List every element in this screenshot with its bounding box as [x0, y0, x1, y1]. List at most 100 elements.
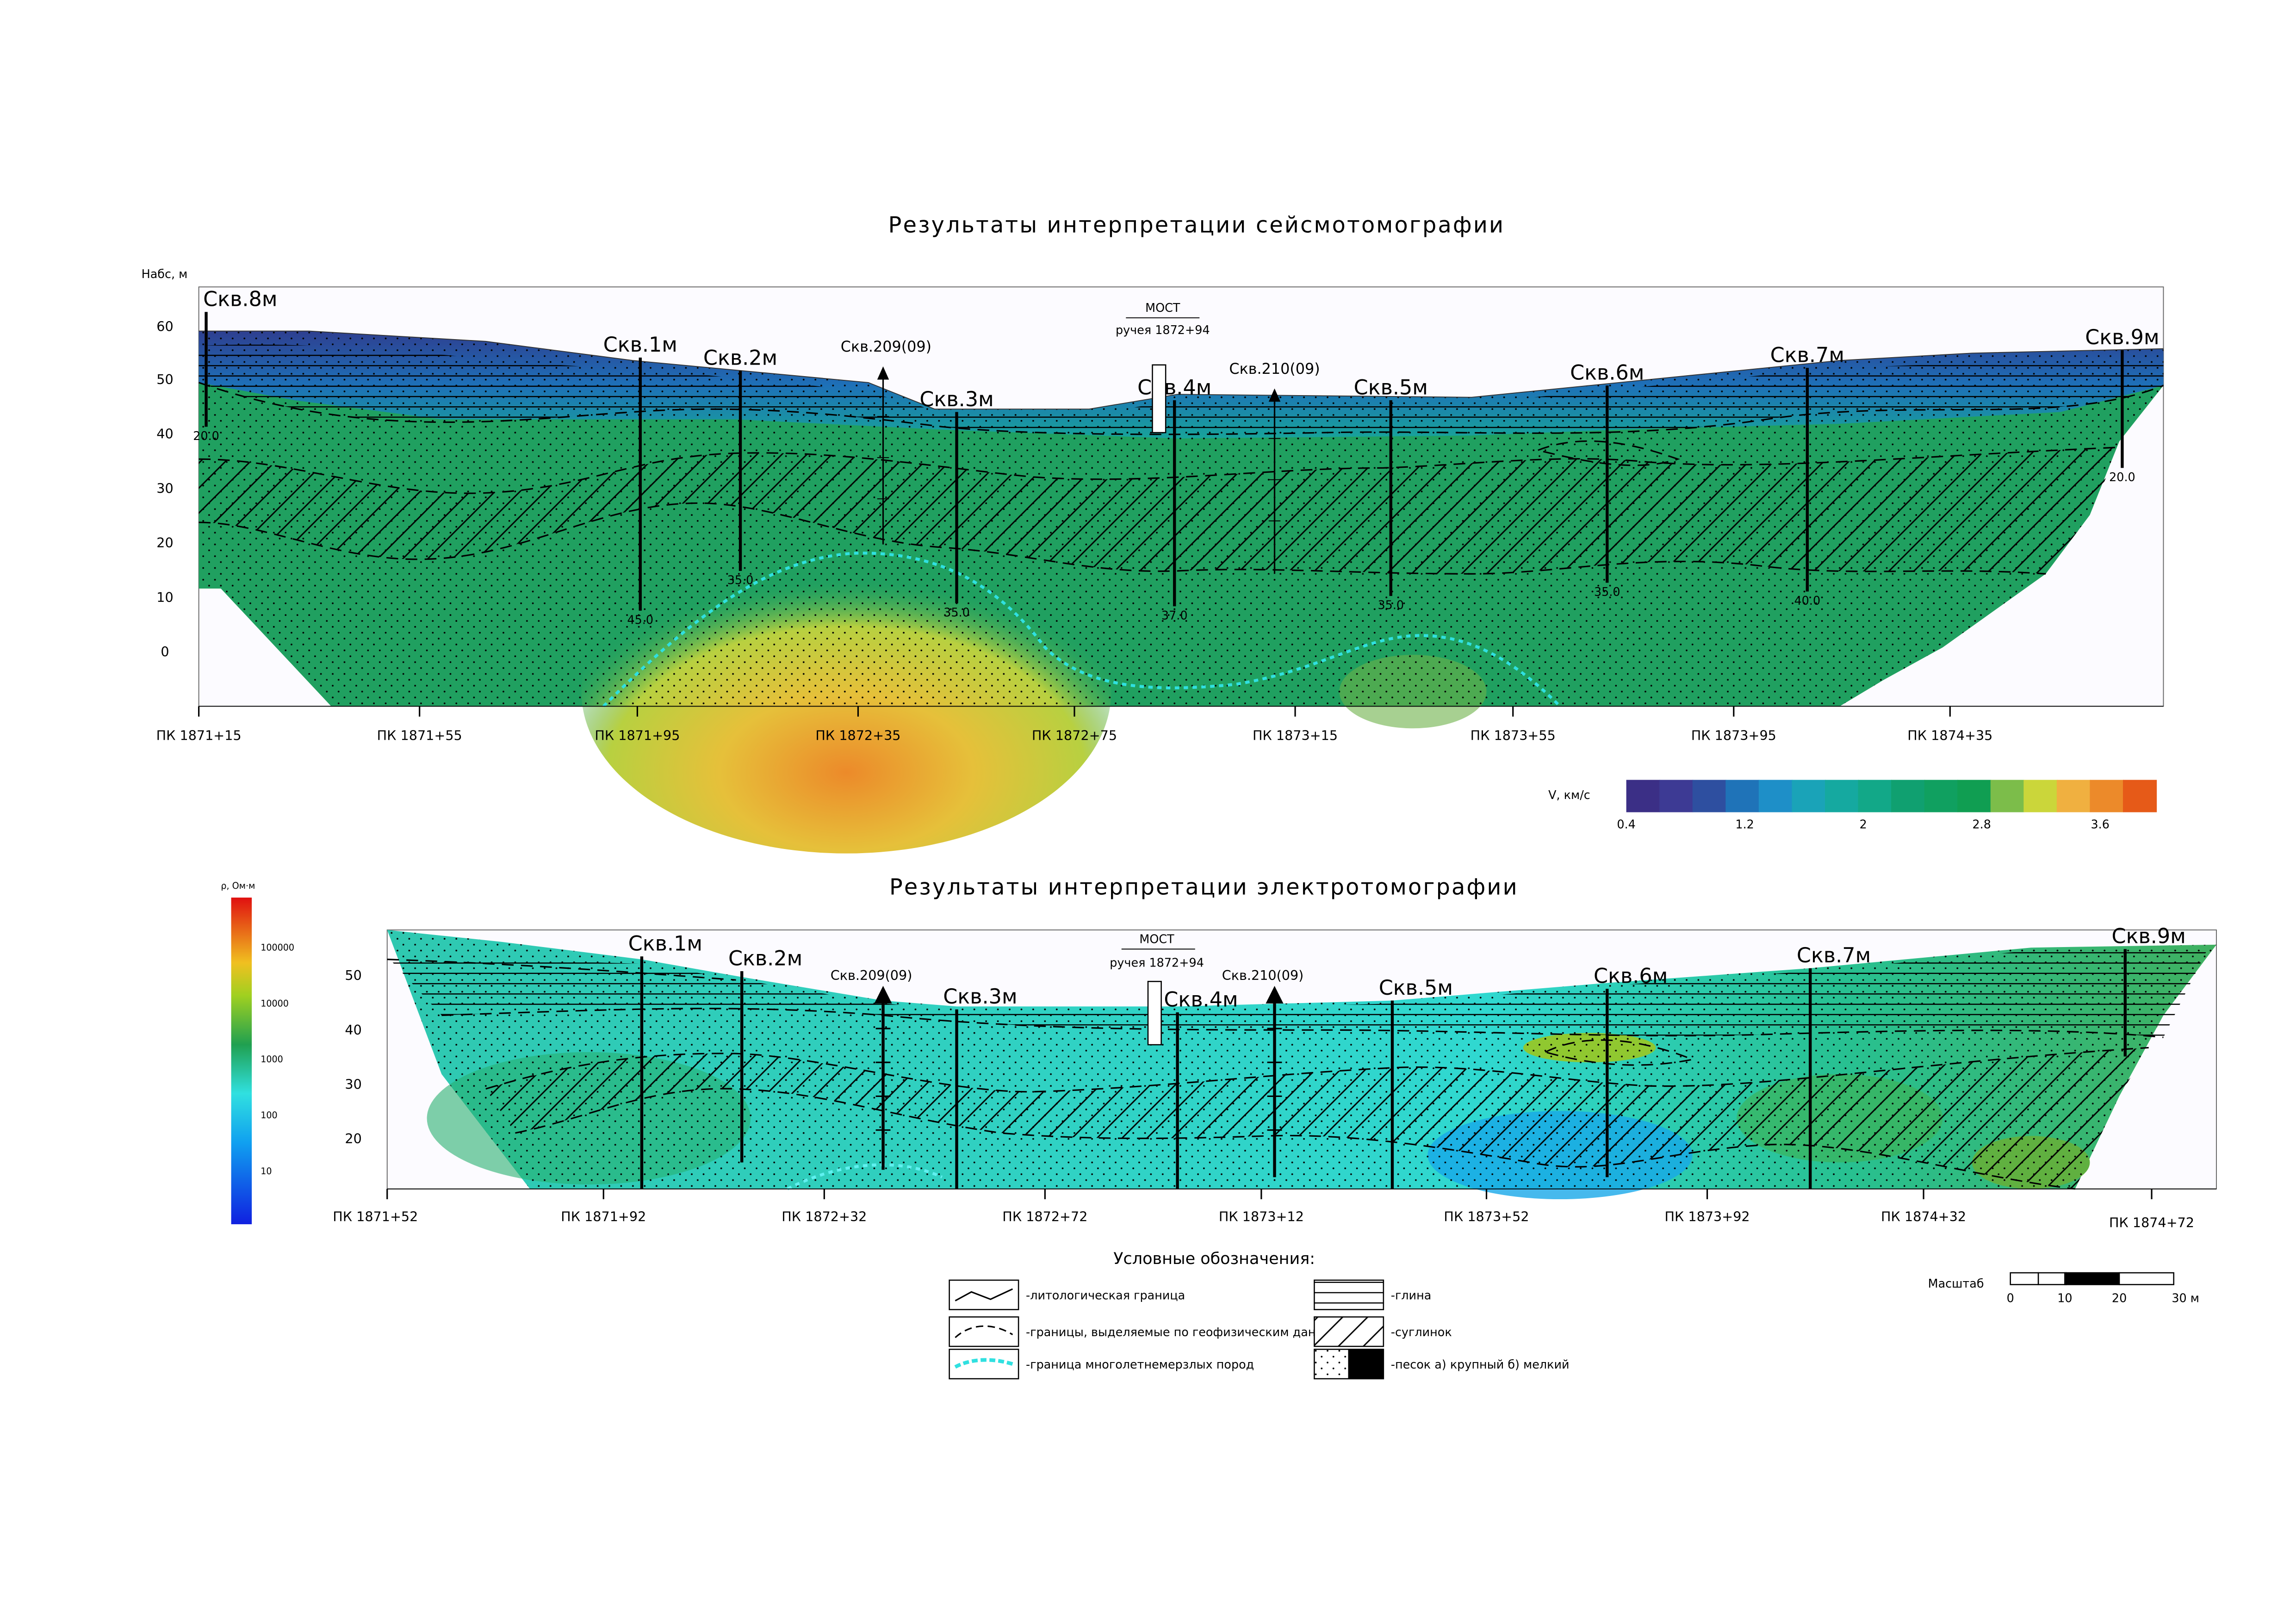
- geophysical-boundary: [485, 1047, 2149, 1093]
- scale-tick: 20: [2112, 1291, 2127, 1305]
- borehole-depth: 35.0: [1378, 598, 1404, 612]
- borehole-label: Скв.6м: [1570, 361, 1644, 385]
- borehole-label: Скв.210(09): [1222, 967, 1304, 983]
- picket-label: ПК 1872+72: [1002, 1209, 1087, 1225]
- borehole-depth: 35.0: [727, 573, 754, 587]
- legend-label: -литологическая граница: [1026, 1288, 1185, 1302]
- borehole-depth: 35.0: [943, 606, 970, 619]
- scale-segment: [2118, 1272, 2175, 1285]
- colorbar-swatch: [1792, 780, 1826, 812]
- clay-layer: [387, 949, 2208, 1038]
- geophysical-boundary: [1535, 440, 1680, 466]
- legend-label: -граница многолетнемерзлых пород: [1026, 1357, 1254, 1371]
- permafrost-boundary: [602, 551, 1561, 707]
- geophysical-boundary: [441, 1008, 2164, 1038]
- scale-tick: 0: [2007, 1291, 2014, 1305]
- picket-label: ПК 1872+75: [1032, 728, 1117, 743]
- bridge-label: МОСТ: [1139, 932, 1174, 946]
- legend-label: -песок а) крупный б) мелкий: [1391, 1357, 1570, 1371]
- legend-label: -глина: [1391, 1288, 1432, 1302]
- picket-label: ПК 1874+72: [2109, 1214, 2194, 1230]
- colorbar-swatch: [2123, 780, 2157, 812]
- picket-label: ПК 1871+15: [156, 728, 242, 743]
- y-tick-label: 60: [156, 319, 173, 335]
- borehole-label: Скв.9м: [2085, 326, 2159, 349]
- picket-label: ПК 1873+95: [1691, 728, 1776, 743]
- colorbar-tick: 10: [261, 1166, 272, 1177]
- colorbar-swatch: [1924, 780, 1958, 812]
- borehole-label: Скв.3м: [943, 985, 1017, 1009]
- colorbar-swatch: [1957, 780, 1992, 812]
- bridge-label: МОСТ: [1145, 301, 1180, 315]
- section-title: Результаты интерпретации сейсмотомографи…: [888, 213, 1505, 238]
- borehole-label: Скв.9м: [2112, 925, 2186, 948]
- legend-symbol: [955, 1288, 1013, 1301]
- borehole-label: Скв.210(09): [1229, 360, 1320, 378]
- picket-label: ПК 1872+35: [815, 728, 900, 743]
- scale-segment: [2064, 1272, 2120, 1285]
- colorbar-swatch: [2023, 780, 2058, 812]
- picket-label: ПК 1871+55: [377, 728, 462, 743]
- borehole-label: Скв.5м: [1354, 376, 1428, 399]
- y-axis-label: Набс, м: [142, 267, 188, 281]
- picket-label: ПК 1873+52: [1444, 1209, 1529, 1225]
- borehole-marker: [1266, 985, 1284, 1004]
- clay-layer: [199, 344, 2164, 434]
- picket-label: ПК 1871+92: [561, 1209, 646, 1225]
- section-title: Результаты интерпретации электротомограф…: [889, 875, 1519, 900]
- scale-segment: [2037, 1272, 2067, 1285]
- colorbar-swatch: [1626, 780, 1660, 812]
- scale-label: Масштаб: [1928, 1276, 1984, 1290]
- scale-tick: 30 м: [2172, 1291, 2199, 1305]
- y-tick-label: 0: [161, 644, 169, 659]
- legend-label: -суглинок: [1391, 1325, 1452, 1339]
- legend-symbol: [1314, 1280, 1384, 1310]
- borehole-label: Скв.2м: [703, 347, 777, 370]
- y-tick-label: 20: [156, 535, 173, 551]
- y-tick-label: 30: [345, 1077, 361, 1092]
- colorbar-label: ρ, Ом·м: [221, 881, 255, 891]
- legend-label: -границы, выделяемые по геофизическим да…: [1026, 1325, 1341, 1339]
- bridge-label: ручея 1872+94: [1116, 323, 1210, 337]
- borehole-marker: [877, 366, 889, 380]
- scale-tick: 10: [2057, 1291, 2072, 1305]
- borehole-label: Скв.4м: [1137, 376, 1211, 399]
- borehole-depth: 35.0: [1594, 585, 1620, 599]
- borehole-depth: 40.0: [1794, 594, 1821, 607]
- y-tick-label: 30: [156, 480, 173, 496]
- picket-label: ПК 1873+12: [1219, 1209, 1304, 1225]
- loam-layer: [199, 447, 2120, 574]
- picket-label: ПК 1871+52: [333, 1209, 418, 1225]
- colorbar: [231, 898, 252, 1225]
- colorbar-tick: 1000: [261, 1054, 283, 1065]
- colorbar-tick: 100: [261, 1110, 277, 1121]
- legend-title: Условные обозначения:: [1113, 1250, 1315, 1268]
- colorbar-swatch: [1891, 780, 1925, 812]
- colorbar-swatch: [1659, 780, 1694, 812]
- colorbar-tick: 2.8: [1972, 818, 1991, 831]
- colorbar-swatch: [1990, 780, 2024, 812]
- picket-label: ПК 1874+32: [1881, 1209, 1966, 1225]
- colorbar-tick: 0.4: [1617, 818, 1635, 831]
- borehole-label: Скв.1м: [628, 932, 702, 956]
- colorbar-tick: 2: [1860, 818, 1867, 831]
- borehole-label: Скв.5м: [1379, 976, 1453, 1000]
- bridge-label: ручея 1872+94: [1110, 956, 1204, 970]
- borehole-depth: 45.0: [627, 613, 653, 626]
- borehole-label: Скв.6м: [1594, 965, 1668, 988]
- y-tick-label: 20: [345, 1131, 361, 1146]
- geophysical-boundary: [199, 382, 2164, 435]
- borehole-label: Скв.8м: [203, 288, 277, 311]
- geophysical-boundary: [1543, 1039, 1695, 1066]
- colorbar-swatch: [1858, 780, 1892, 812]
- legend-swatch: [949, 1279, 1019, 1310]
- legend-symbol: [1348, 1349, 1384, 1379]
- geophysical-boundary: [199, 502, 2046, 575]
- legend-symbol: [1314, 1349, 1348, 1379]
- borehole-label: Скв.209(09): [841, 338, 931, 355]
- borehole-label: Скв.3м: [919, 388, 993, 411]
- y-tick-label: 40: [156, 426, 173, 442]
- surface-line: [199, 330, 2164, 410]
